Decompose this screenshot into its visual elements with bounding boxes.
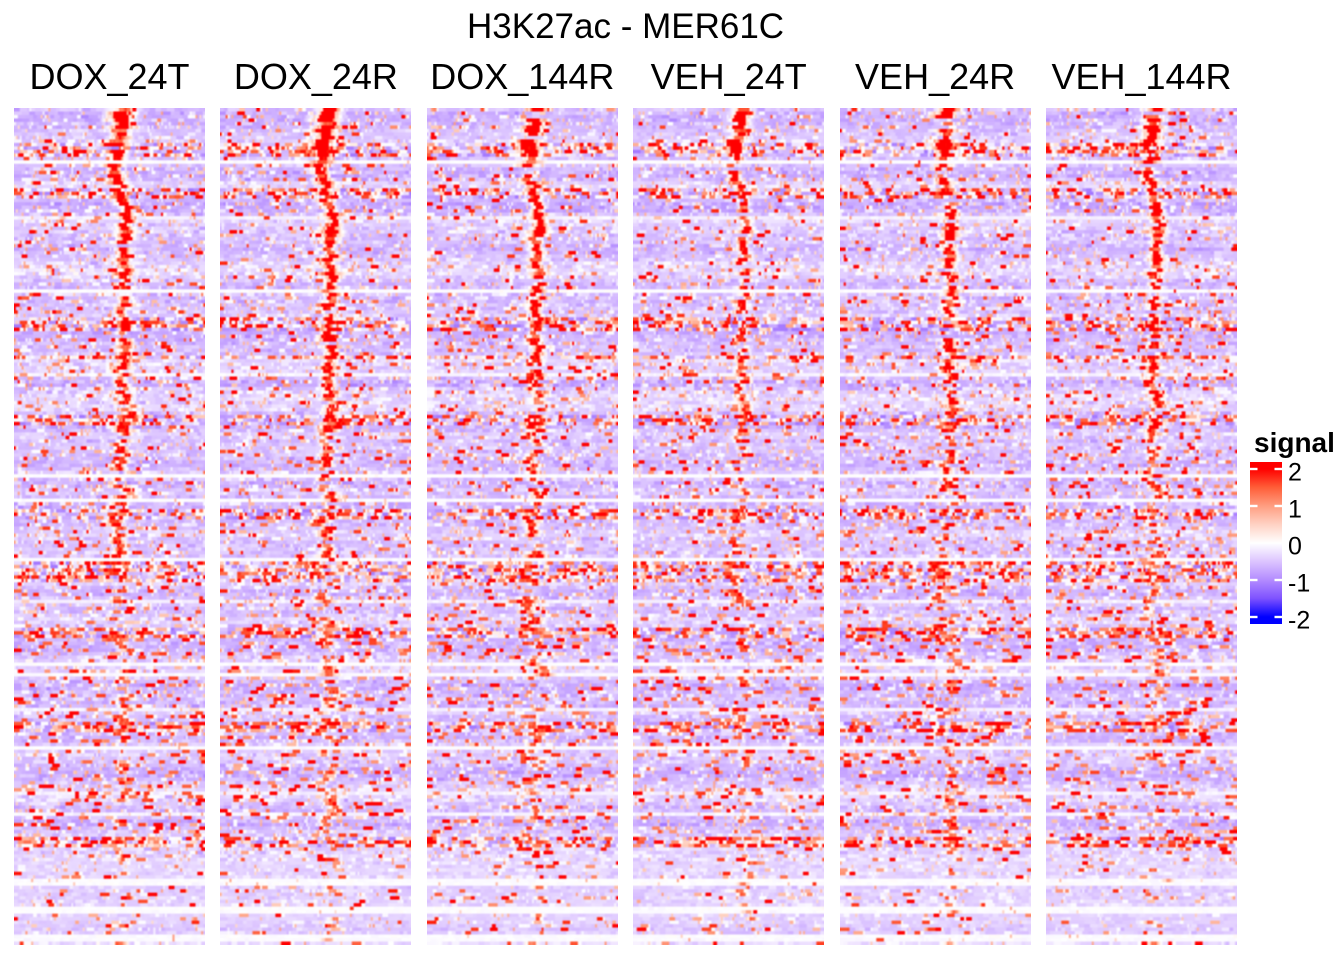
svg-text:0: 0	[1288, 533, 1302, 561]
svg-text:-2: -2	[1288, 607, 1310, 633]
svg-text:-1: -1	[1288, 570, 1310, 598]
svg-text:1: 1	[1288, 496, 1302, 524]
svg-text:2: 2	[1288, 462, 1302, 487]
